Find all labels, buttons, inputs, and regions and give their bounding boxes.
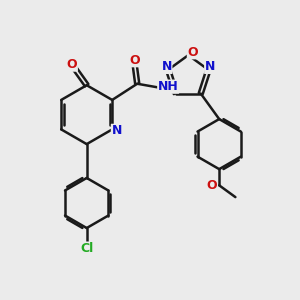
- Text: O: O: [188, 46, 198, 59]
- Text: N: N: [161, 60, 172, 74]
- Text: Cl: Cl: [80, 242, 93, 255]
- Text: O: O: [129, 54, 140, 67]
- Text: N: N: [111, 124, 122, 137]
- Text: O: O: [67, 58, 77, 71]
- Text: N: N: [205, 60, 215, 74]
- Text: O: O: [206, 179, 217, 192]
- Text: NH: NH: [158, 80, 178, 93]
